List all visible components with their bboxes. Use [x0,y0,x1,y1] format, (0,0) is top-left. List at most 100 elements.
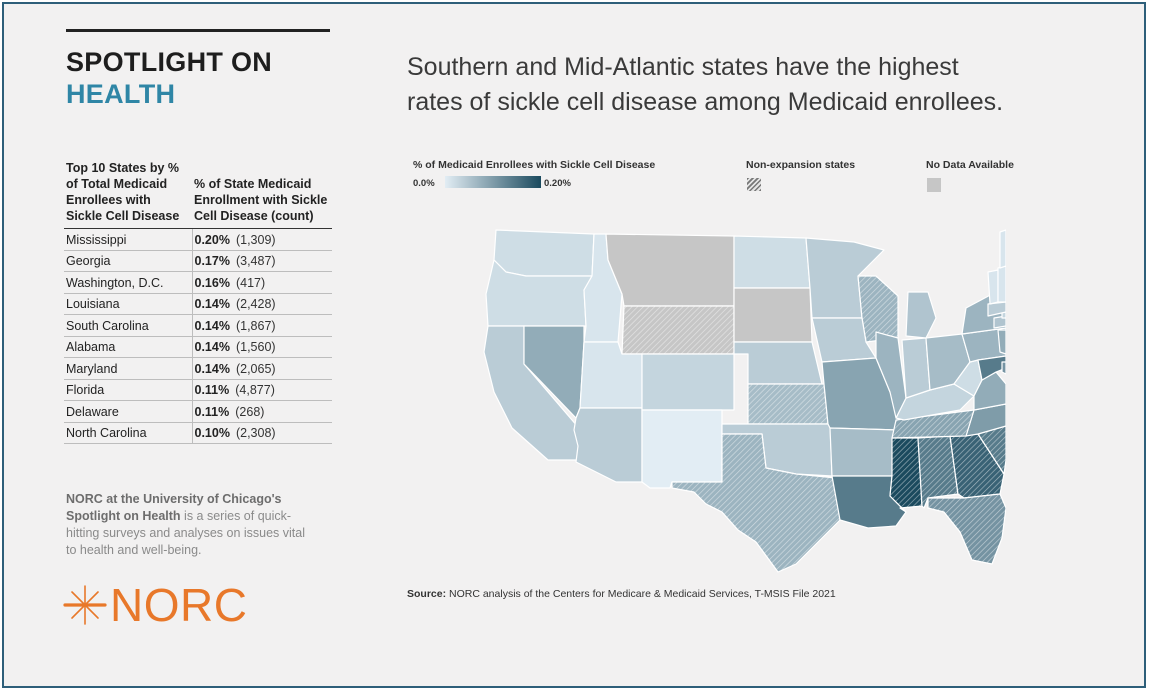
state-nh [997,265,1006,303]
table-header-pct: % of State Medicaid Enrollment with Sick… [192,160,332,229]
norc-description-org: NORC at the University of Chicago's Spot… [66,492,282,523]
state-al-hatch [918,436,958,508]
legend-gradient-title: % of Medicaid Enrollees with Sickle Cell… [413,159,656,171]
state-tn-hatch [892,410,974,438]
state-pct: 0.16% [194,275,230,290]
norc-description-text: is a series of quick-hitting surveys and… [66,509,306,557]
top-rule [66,29,330,32]
table-row: Delaware 0.11% (268) [64,400,332,423]
state-count: (2,428) [235,297,276,312]
brand-title: SPOTLIGHT ON HEALTH [66,46,272,110]
state-ks-hatch [748,384,828,424]
state-ne [733,341,823,385]
state-pct: 0.14% [194,318,230,333]
source-label: Source: [407,588,447,600]
state-pct: 0.11% [194,404,230,419]
state-me [999,229,1006,269]
table-row: Maryland 0.14% (2,065) [64,357,332,380]
norc-logo-text: NORC [110,579,248,631]
state-pct: 0.11% [194,383,230,398]
norc-description: NORC at the University of Chicago's Spot… [66,491,316,559]
legend-nonexpansion: Non-expansion states [746,159,856,191]
state-count: (4,877) [235,383,275,398]
state-pct: 0.14% [194,361,230,376]
state-az [573,407,643,483]
state-count: (1,309) [235,232,276,247]
state-value: 0.14% (1,867) [192,314,332,337]
legend-gradient-bar [445,176,541,188]
top-10-states-table: Top 10 States by % of Total Medicaid Enr… [64,160,332,444]
table-header-state: Top 10 States by % of Total Medicaid Enr… [64,160,192,229]
state-count: (417) [235,275,266,290]
state-co [641,353,735,411]
legend-gradient: % of Medicaid Enrollees with Sickle Cell… [413,159,656,189]
state-nm [641,409,723,489]
state-count: (1,867) [235,318,276,333]
state-sd [733,287,813,343]
state-de [1001,361,1006,375]
state-pct: 0.17% [194,254,230,269]
state-tx-hatch [672,434,840,572]
headline-line2: rates of sickle cell disease among Medic… [407,88,1004,116]
state-name: Mississippi [64,228,193,251]
state-name: Washington, D.C. [64,271,193,294]
state-nd [733,235,811,289]
state-name: South Carolina [64,314,193,337]
state-fl-hatch [928,494,1006,564]
state-name: Delaware [64,400,193,423]
table-row: Mississippi 0.20% (1,309) [64,228,332,251]
state-count: (268) [235,404,265,419]
table-row: Florida 0.11% (4,877) [64,379,332,401]
state-ms-hatch [890,438,922,512]
norc-logo: NORC [62,582,247,628]
brand-title-line1: SPOTLIGHT ON [66,47,273,77]
state-name: Maryland [64,357,193,380]
legend-gradient-min: 0.0% [413,178,435,189]
state-value: 0.17% (3,487) [192,250,332,272]
table-row: Georgia 0.17% (3,487) [64,250,332,272]
state-pct: 0.20% [194,232,230,247]
state-count: (3,487) [235,254,276,269]
legend-nodata: No Data Available [926,159,1014,192]
table-row: Washington, D.C. 0.16% (417) [64,271,332,294]
headline: Southern and Mid-Atlantic states have th… [407,50,1107,120]
source-note: Source: NORC analysis of the Centers for… [407,588,836,600]
state-count: (1,560) [235,340,276,355]
state-value: 0.14% (2,065) [192,357,332,380]
state-wy-hatch [622,306,734,354]
state-value: 0.14% (2,428) [192,293,332,315]
state-vt [987,269,999,305]
state-ga-hatch [950,434,1004,498]
norc-star-icon [63,585,107,625]
table-body: Mississippi 0.20% (1,309) Georgia 0.17% (3,48… [64,228,332,444]
table-row: North Carolina 0.10% (2,308) [64,422,332,444]
state-count: (2,308) [235,426,276,441]
state-mi [905,291,937,339]
state-value: 0.16% (417) [192,271,332,294]
state-count: (2,065) [235,361,276,376]
legend-gradient-max: 0.20% [544,178,571,189]
legend-nonexpansion-title: Non-expansion states [746,159,856,171]
us-choropleth-map [483,229,1006,573]
state-pct: 0.14% [194,340,230,355]
headline-line1: Southern and Mid-Atlantic states have th… [407,53,959,81]
brand-title-line2: HEALTH [66,79,176,109]
state-ma [987,301,1006,317]
state-pct: 0.14% [194,297,230,312]
table-row: South Carolina 0.14% (1,867) [64,314,332,337]
table-row: Alabama 0.14% (1,560) [64,336,332,358]
state-name: Georgia [64,250,193,272]
state-nj [997,329,1006,355]
legend-nodata-title: No Data Available [926,159,1014,171]
state-mt [605,233,735,307]
state-value: 0.20% (1,309) [192,228,332,251]
legend-nodata-swatch [927,178,941,192]
state-name: Alabama [64,336,193,358]
state-name: Louisiana [64,293,193,315]
state-name: Florida [64,379,193,401]
state-ia [811,317,877,363]
state-value: 0.11% (4,877) [192,379,332,401]
state-in [901,337,931,399]
state-sc-hatch [978,426,1006,474]
